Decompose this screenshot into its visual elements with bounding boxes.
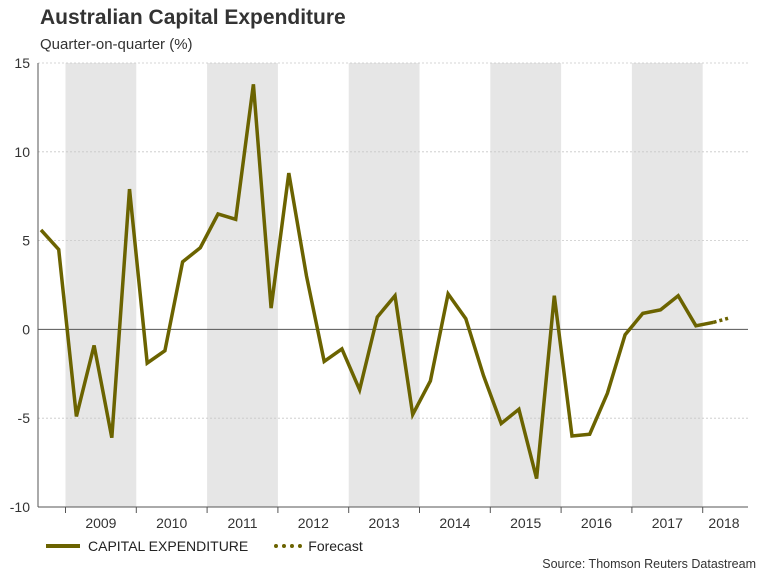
x-tick-label-2010: 2010 <box>156 515 187 531</box>
legend-item-capex: CAPITAL EXPENDITURE <box>46 538 248 554</box>
y-tick-label: -5 <box>18 410 31 426</box>
x-tick-label-2015: 2015 <box>510 515 541 531</box>
x-tick-label-2012: 2012 <box>298 515 329 531</box>
year-band-2009 <box>65 63 137 507</box>
y-tick-label: 5 <box>22 233 30 249</box>
year-band-2011 <box>207 63 278 507</box>
source-note: Source: Thomson Reuters Datastream <box>542 557 756 571</box>
year-band-2013 <box>348 63 420 507</box>
x-tick-label-2018: 2018 <box>708 515 739 531</box>
x-tick-label-2017: 2017 <box>652 515 683 531</box>
x-tick-label-2016: 2016 <box>581 515 612 531</box>
legend-item-forecast: Forecast <box>274 538 363 554</box>
year-band-2017 <box>631 63 703 507</box>
y-tick-label: 15 <box>14 55 30 71</box>
x-tick-label-2011: 2011 <box>227 515 257 531</box>
chart-subtitle: Quarter-on-quarter (%) <box>40 36 193 53</box>
x-tick-label-2013: 2013 <box>369 515 400 531</box>
x-tick-label-2014: 2014 <box>439 515 470 531</box>
x-tick-label-2009: 2009 <box>85 515 116 531</box>
legend-label-forecast: Forecast <box>308 538 363 554</box>
y-tick-label: 10 <box>14 144 30 160</box>
legend-swatch-forecast <box>274 544 303 548</box>
legend-swatch-capex <box>46 544 80 548</box>
series-forecast <box>713 316 730 324</box>
chart-title: Australian Capital Expenditure <box>40 6 346 29</box>
legend-label-capex: CAPITAL EXPENDITURE <box>88 538 249 554</box>
y-tick-label: -10 <box>10 499 30 515</box>
series-capital-expenditure <box>39 84 714 480</box>
y-tick-label: 0 <box>22 321 30 337</box>
legend: CAPITAL EXPENDITURE Forecast <box>46 538 389 554</box>
